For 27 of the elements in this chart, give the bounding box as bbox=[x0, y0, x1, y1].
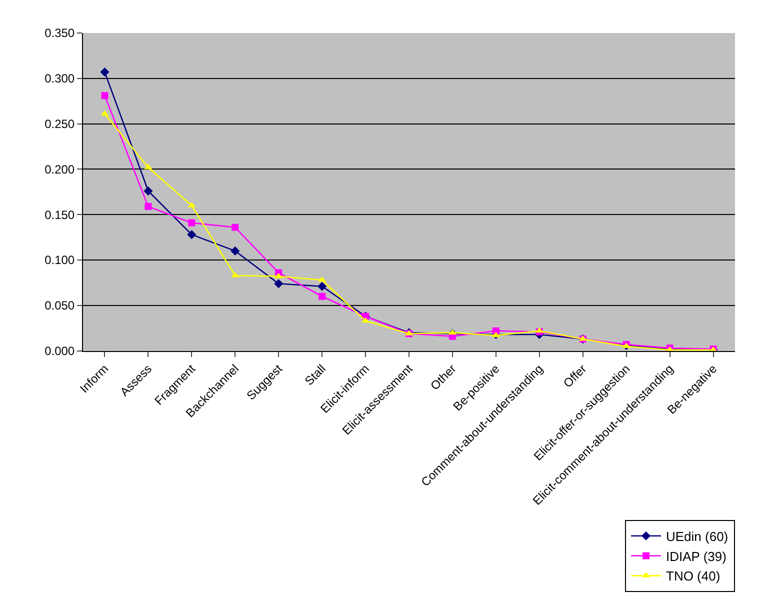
point bbox=[187, 230, 196, 240]
legend-label: TNO (40) bbox=[666, 568, 720, 584]
y-tick-label: 0.100 bbox=[44, 253, 75, 268]
point bbox=[535, 327, 544, 333]
legend-label: UEdin (60) bbox=[666, 528, 728, 544]
point bbox=[188, 219, 196, 226]
point bbox=[318, 282, 327, 291]
point bbox=[230, 246, 240, 256]
y-tick-label: 0.350 bbox=[44, 26, 75, 40]
point bbox=[100, 68, 110, 77]
y-tick-label: 0.000 bbox=[44, 344, 75, 358]
y-tick-label: 0.150 bbox=[44, 208, 75, 222]
point bbox=[144, 202, 152, 210]
y-tick-label: 0.250 bbox=[44, 117, 75, 132]
point bbox=[318, 292, 326, 300]
point bbox=[144, 186, 153, 196]
point bbox=[101, 92, 108, 100]
y-tick-label: 0.050 bbox=[44, 298, 75, 313]
point bbox=[144, 164, 152, 170]
y-tick-label: 0.300 bbox=[44, 72, 75, 86]
point bbox=[274, 279, 284, 288]
point bbox=[231, 272, 240, 278]
point bbox=[100, 110, 109, 116]
point bbox=[232, 224, 239, 231]
point bbox=[274, 272, 283, 278]
y-tick-label: 0.200 bbox=[44, 162, 75, 176]
legend-label: IDIAP (39) bbox=[666, 548, 726, 564]
